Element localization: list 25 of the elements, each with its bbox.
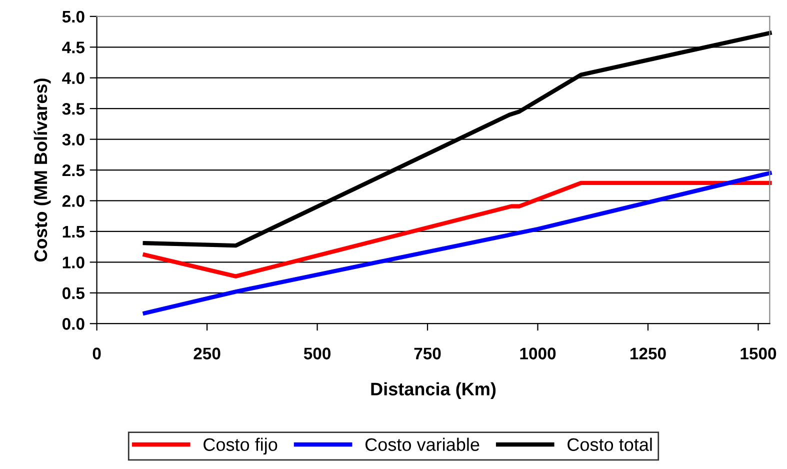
y-tick-label: 4.0 (62, 72, 84, 84)
legend-label: Costo fijo (204, 438, 278, 455)
legend-label: Costo total (568, 438, 652, 451)
y-tick-label: 5.0 (62, 10, 84, 23)
y-tick-label: 2.5 (62, 164, 85, 176)
y-tick-label: 4.5 (62, 42, 85, 54)
legend-label: Costo variable (365, 438, 480, 451)
x-tick-label: 500 (304, 348, 330, 360)
x-tick-label: 1500 (740, 348, 776, 360)
x-tick-label: 1000 (520, 348, 556, 360)
y-tick-label: 3.5 (62, 102, 85, 115)
x-tick-label: 1250 (630, 348, 666, 360)
x-tick-label: 250 (194, 348, 220, 360)
y-tick-label: 1.5 (62, 226, 85, 238)
line-series (142, 171, 772, 316)
y-axis-title: Costo (MM Bolívares) (34, 78, 51, 262)
x-tick-label: 750 (414, 348, 441, 360)
x-tick-label: 0 (92, 348, 101, 360)
y-tick-label: 2.0 (62, 195, 84, 207)
y-tick-label: 0.0 (62, 318, 84, 330)
line-series (142, 180, 772, 278)
y-tick-label: 1.0 (62, 256, 84, 268)
x-axis-title: Distancia (Km) (371, 382, 496, 400)
y-tick-label: 0.5 (62, 287, 85, 300)
y-tick-label: 3.0 (62, 134, 84, 146)
